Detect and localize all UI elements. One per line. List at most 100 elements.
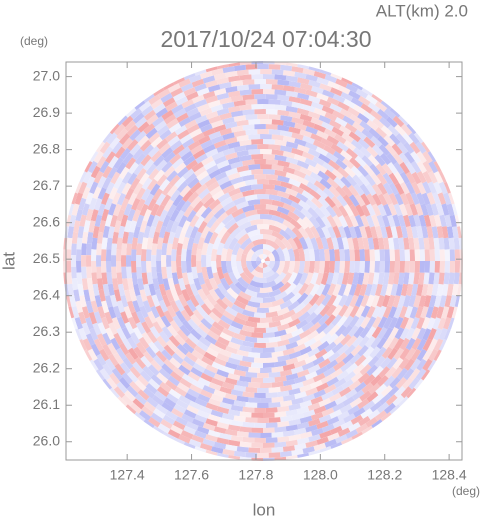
echo-cell <box>254 265 263 274</box>
echo-cell <box>197 288 208 302</box>
echo-cell <box>398 357 410 370</box>
echo-cell <box>152 231 160 244</box>
echo-cell <box>246 261 255 273</box>
echo-cell <box>396 367 409 380</box>
echo-cell <box>354 294 364 308</box>
echo-cell <box>326 214 337 228</box>
echo-cell <box>142 365 154 378</box>
echo-cell <box>333 176 346 189</box>
echo-cell <box>421 283 429 297</box>
echo-cell <box>211 190 225 201</box>
echo-cell <box>398 237 405 250</box>
echo-cell <box>241 189 255 197</box>
echo-cell <box>230 95 243 102</box>
echo-cell <box>203 351 217 362</box>
echo-cell <box>405 347 416 361</box>
echo-cell <box>116 209 125 222</box>
echo-cell <box>121 171 133 185</box>
echo-cell <box>331 314 343 327</box>
echo-cell <box>156 249 162 261</box>
echo-cell <box>331 168 344 180</box>
echo-cell <box>175 310 186 323</box>
echo-cell <box>413 272 420 285</box>
echo-cell <box>271 350 284 358</box>
echo-cell <box>233 415 246 422</box>
echo-cell <box>307 364 321 374</box>
echo-cell <box>427 328 437 341</box>
echo-cell <box>381 214 391 228</box>
echo-cell <box>263 139 275 145</box>
echo-cell <box>88 197 98 211</box>
echo-cell <box>426 192 436 205</box>
echo-cell <box>219 81 232 90</box>
echo-cell <box>216 242 225 256</box>
echo-cell <box>393 306 403 319</box>
echo-cell <box>165 410 178 421</box>
echo-cell <box>113 157 124 170</box>
echo-cell <box>280 332 293 341</box>
echo-cell <box>394 124 406 136</box>
echo-cell <box>180 82 194 92</box>
echo-cell <box>291 147 304 156</box>
echo-cell <box>320 137 334 148</box>
echo-cell <box>260 133 272 140</box>
echo-cell <box>274 411 287 418</box>
echo-cell <box>421 369 432 382</box>
echo-cell <box>371 92 384 103</box>
echo-cell <box>399 161 410 175</box>
echo-cell <box>147 311 157 324</box>
echo-cell <box>161 161 173 173</box>
echo-cell <box>263 103 275 110</box>
echo-cell <box>359 183 371 196</box>
echo-cell <box>415 203 424 216</box>
echo-cell <box>271 84 284 91</box>
echo-cell <box>437 317 447 330</box>
echo-cell <box>96 278 104 291</box>
echo-cell <box>314 348 328 359</box>
echo-cell <box>124 120 136 132</box>
echo-cell <box>353 283 363 297</box>
echo-cell <box>379 357 392 370</box>
echo-cell <box>196 425 210 435</box>
echo-cell <box>259 317 273 323</box>
echo-cell <box>307 148 321 158</box>
echo-cell <box>235 312 249 321</box>
echo-cell <box>110 337 121 351</box>
y-unit: (deg) <box>20 34 48 48</box>
echo-cell <box>219 348 232 358</box>
echo-cell <box>299 98 313 107</box>
echo-cell <box>133 411 146 423</box>
echo-cell <box>291 117 304 125</box>
echo-cell <box>135 187 146 201</box>
echo-cell <box>344 215 354 228</box>
echo-cell <box>143 109 156 121</box>
echo-cell <box>274 139 287 147</box>
echo-cell <box>398 396 410 408</box>
echo-cell <box>399 327 410 341</box>
echo-cell <box>294 86 307 95</box>
echo-cell <box>211 203 224 215</box>
echo-cell <box>315 225 326 239</box>
echo-cell <box>413 378 425 391</box>
echo-cell <box>206 215 218 229</box>
echo-cell <box>180 430 194 440</box>
echo-cell <box>446 226 454 239</box>
echo-cell <box>120 311 130 324</box>
echo-cell <box>369 346 381 359</box>
echo-cell <box>156 372 169 384</box>
echo-cell <box>392 394 405 407</box>
echo-cell <box>308 293 320 307</box>
echo-cell <box>82 338 93 351</box>
echo-cell <box>171 261 177 273</box>
echo-cell <box>63 261 67 273</box>
echo-cell <box>428 338 438 351</box>
echo-cell <box>268 336 282 343</box>
echo-cell <box>283 120 296 128</box>
echo-cell <box>387 347 399 360</box>
echo-cell <box>305 198 318 211</box>
echo-cell <box>298 329 312 340</box>
echo-cell <box>239 169 252 177</box>
echo-cell <box>419 261 426 273</box>
echo-cell <box>199 71 213 80</box>
echo-cell <box>172 366 185 378</box>
